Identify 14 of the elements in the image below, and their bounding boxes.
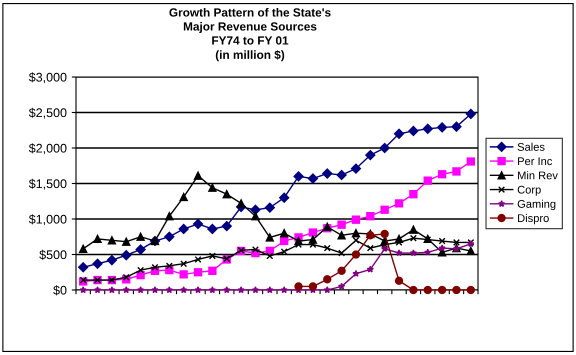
legend-label: Per Inc <box>518 157 552 166</box>
legend-label: Sales <box>518 142 545 151</box>
y-tick-label: $3,000 <box>28 72 66 84</box>
chart-title: Growth Pattern of the State's Major Revenue Sources FY74 to FY 01 (in million $) <box>169 8 331 62</box>
legend-label: Min Rev <box>518 171 558 180</box>
legend-label: Dispro <box>518 214 549 224</box>
y-tick-label: $2,500 <box>28 108 66 119</box>
y-tick-label: $1,000 <box>28 214 66 226</box>
y-tick-label: $0 <box>53 285 66 296</box>
y-tick-label: $1,500 <box>28 178 66 190</box>
y-tick-label: $2,000 <box>28 143 66 154</box>
y-tick-label: $500 <box>39 250 66 260</box>
legend-label: Gaming <box>518 200 556 210</box>
legend-label: Corp <box>518 186 541 196</box>
